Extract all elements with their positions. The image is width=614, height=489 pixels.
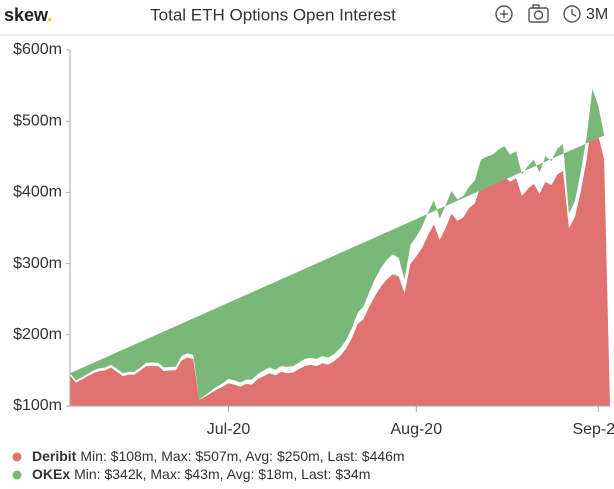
icon-zoom[interactable] [495, 5, 513, 23]
y-tick-label: $300m [13, 255, 62, 272]
area [70, 116, 610, 406]
legend-text: Deribit Min: $108m, Max: $507m, Avg: $250… [32, 448, 405, 464]
x-tick-label: Jul-20 [207, 421, 251, 438]
y-tick-label: $500m [13, 112, 62, 129]
legend-text: OKEx Min: $342k, Max: $43m, Avg: $18m, La… [32, 466, 370, 482]
y-tick-label: $600m [13, 41, 62, 58]
chart-title: Total ETH Options Open Interest [150, 5, 396, 24]
logo-text: skew [4, 5, 49, 25]
legend-swatch [12, 470, 22, 480]
y-tick-label: $100m [13, 397, 62, 414]
logo-dot: . [47, 5, 52, 25]
legend-swatch [12, 452, 22, 462]
legend-name: OKEx [32, 466, 70, 482]
legend-name: Deribit [32, 448, 77, 464]
range-button[interactable]: 3M [563, 5, 608, 23]
logo: skew. [4, 5, 52, 25]
legend-entry: Deribit Min: $108m, Max: $507m, Avg: $250… [12, 448, 405, 464]
icon-camera[interactable] [528, 4, 549, 23]
x-tick-label: Aug-20 [391, 421, 443, 438]
legend-stats: Min: $342k, Max: $43m, Avg: $18m, Last: … [74, 466, 370, 482]
y-tick-label: $400m [13, 184, 62, 201]
legend-stats: Min: $108m, Max: $507m, Avg: $250m, Last… [80, 448, 404, 464]
range-label[interactable]: 3M [586, 6, 608, 23]
legend-entry: OKEx Min: $342k, Max: $43m, Avg: $18m, La… [12, 466, 370, 482]
y-tick-label: $200m [13, 326, 62, 343]
area [70, 89, 605, 401]
x-tick-label: Sep-20 [572, 421, 614, 438]
